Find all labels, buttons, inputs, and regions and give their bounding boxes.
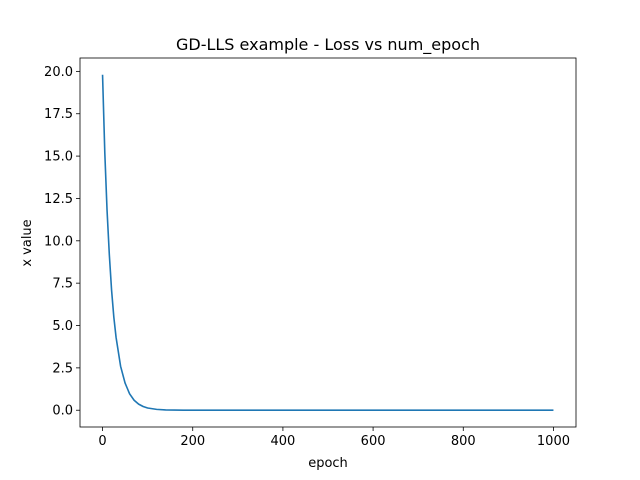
y-tick-label: 15.0 [44, 150, 73, 165]
y-tick-label: 0.0 [52, 404, 73, 419]
x-tick-label: 1000 [537, 434, 570, 449]
y-tick-label: 2.5 [52, 361, 73, 376]
axes-frame [79, 57, 577, 428]
x-tick-label: 400 [270, 434, 295, 449]
y-tick-label: 20.0 [44, 65, 73, 80]
y-tick-label: 5.0 [52, 319, 73, 334]
x-axis-label: epoch [308, 456, 348, 471]
chart-title: GD-LLS example - Loss vs num_epoch [176, 35, 480, 55]
x-tick-label: 600 [361, 434, 386, 449]
x-tick-label: 800 [451, 434, 476, 449]
y-tick-label: 17.5 [44, 107, 73, 122]
x-tick-label: 0 [98, 434, 106, 449]
series-line-1 [101, 74, 554, 412]
y-tick-label: 12.5 [44, 192, 73, 207]
y-tick-label: 7.5 [52, 277, 73, 292]
plot-area: 0 200 400 600 800 1000 0.0 2.5 5.0 7.5 10.0 12.5 15.… [44, 57, 577, 449]
y-tick-label: 10.0 [44, 234, 73, 249]
x-tick-label: 200 [180, 434, 205, 449]
y-axis-label: x value [20, 219, 35, 266]
